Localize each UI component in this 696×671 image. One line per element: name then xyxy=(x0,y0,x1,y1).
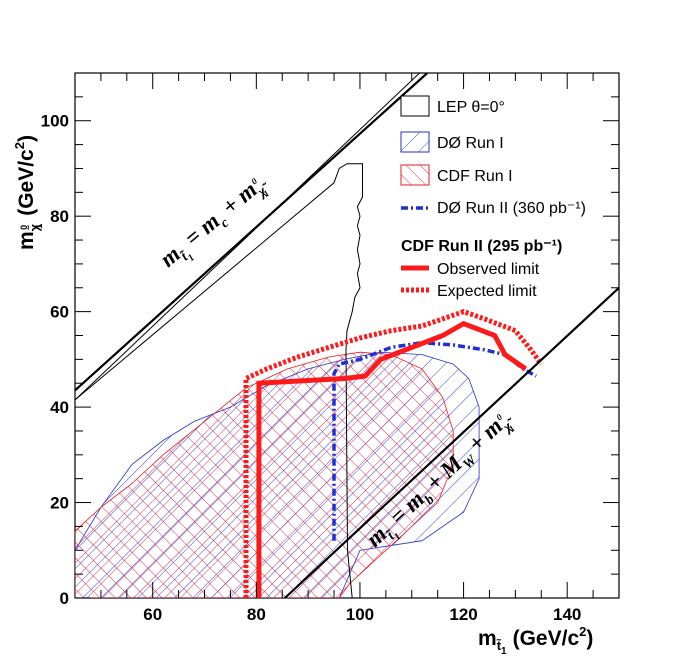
legend-label-expected: Expected limit xyxy=(437,283,537,300)
x-tick-label: 120 xyxy=(449,605,477,624)
legend-swatch-d0-run1 xyxy=(400,131,430,153)
kin-bottom-t2-subsub: 1 xyxy=(507,423,517,433)
y-axis-title-subsup: 0 xyxy=(19,225,29,230)
x-tick-label: 80 xyxy=(247,605,266,624)
x-tick-label: 140 xyxy=(553,605,581,624)
kinematic-label-charm: mt̃1 = mc + mχ̃01 xyxy=(155,169,276,278)
y-tick-label: 60 xyxy=(50,303,69,322)
y-axis-title-sub: χ̃ xyxy=(27,223,42,231)
series-red-solid xyxy=(256,320,528,598)
kin-bottom-lhs-subsub: 1 xyxy=(392,531,403,542)
legend-label-lep: LEP θ=0° xyxy=(437,99,505,116)
y-axis-title-subsub: 1 xyxy=(34,224,44,229)
y-tick-label: 40 xyxy=(50,398,69,417)
kin-charm-t2-subsub: 1 xyxy=(261,188,271,199)
series-red-dotted xyxy=(243,308,544,598)
legend-swatch-lep xyxy=(400,95,430,117)
legend-label-d0-run1: DØ Run I xyxy=(437,135,504,152)
x-axis-title-close: ) xyxy=(586,627,593,650)
y-tick-label: 80 xyxy=(50,207,69,226)
y-axis-title-main: m xyxy=(15,231,38,250)
legend-header-cdf-run2: CDF Run II (295 pb⁻¹) xyxy=(401,238,562,255)
y-tick-label: 0 xyxy=(60,589,69,608)
kinematic-line-bottom xyxy=(284,286,619,598)
axis-ticks xyxy=(75,72,620,599)
y-tick-label: 20 xyxy=(50,494,69,513)
x-tick-label: 100 xyxy=(346,605,374,624)
y-tick-label: 100 xyxy=(41,112,69,131)
kin-charm-lhs-subsub: 1 xyxy=(186,252,197,264)
limit-curves xyxy=(75,73,619,598)
x-axis-title-main: m xyxy=(478,627,497,650)
x-axis-title-sub: t̃ xyxy=(497,638,502,653)
legend-swatch-cdf-run1 xyxy=(400,164,430,186)
exclusion-regions xyxy=(75,351,480,598)
y-axis-title-unit: (GeV/c xyxy=(15,149,38,216)
kinematic-line-charm xyxy=(75,73,429,392)
legend-label-observed: Observed limit xyxy=(437,261,540,278)
x-tick-label: 60 xyxy=(143,605,162,624)
legend: LEP θ=0° DØ Run I CDF Run I DØ Run II (3… xyxy=(400,95,586,300)
x-axis-title-unit: (GeV/c xyxy=(513,627,580,650)
y-axis-title: mχ̃0 1 (GeV/c2) xyxy=(12,135,44,250)
x-axis-title: mt̃1 (GeV/c2) xyxy=(478,624,593,657)
kin-charm-t2-subsup: 0 xyxy=(249,176,259,187)
y-axis-title-close: ) xyxy=(15,135,38,142)
series-thin-black xyxy=(75,163,363,598)
legend-label-cdf-run1: CDF Run I xyxy=(437,168,513,185)
kin-bottom-t2-subsup: 0 xyxy=(494,412,504,423)
kinematic-line-charm-inner xyxy=(75,73,420,401)
x-axis-title-subsub: 1 xyxy=(501,646,507,657)
legend-label-d0-run2: DØ Run II (360 pb⁻¹) xyxy=(437,200,586,217)
y-axis-title-sup: 2 xyxy=(12,142,27,149)
series-red-crosshatch xyxy=(75,351,454,598)
x-axis-title-sup: 2 xyxy=(579,624,586,639)
